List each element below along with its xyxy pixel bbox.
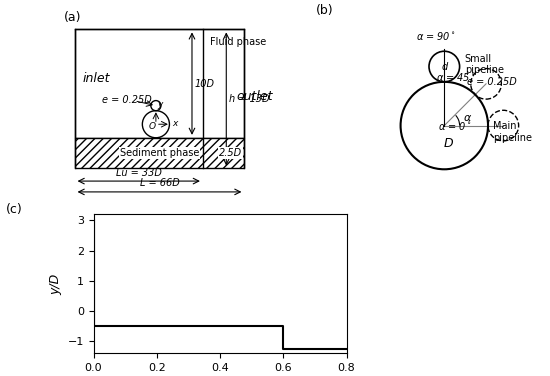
Text: y: y: [157, 100, 162, 109]
Bar: [75, 29, 244, 138]
Text: (c): (c): [6, 203, 22, 216]
Text: 10D: 10D: [195, 79, 214, 89]
Text: $\alpha$ = 90$^\circ$: $\alpha$ = 90$^\circ$: [416, 30, 455, 42]
Text: L = 66D: L = 66D: [140, 179, 179, 188]
Text: e = 0.25D: e = 0.25D: [102, 95, 152, 105]
Text: D: D: [444, 136, 454, 150]
Bar: [75, 138, 244, 168]
Text: x: x: [173, 119, 178, 128]
Text: e = 0.25D: e = 0.25D: [466, 77, 516, 87]
Text: Lu = 33D: Lu = 33D: [116, 168, 162, 178]
Text: $\alpha$: $\alpha$: [463, 113, 472, 123]
Text: h = 13D: h = 13D: [229, 94, 270, 104]
Text: O: O: [149, 122, 156, 131]
Y-axis label: y/D: y/D: [49, 273, 62, 294]
Text: Sediment phase: Sediment phase: [120, 148, 199, 158]
Text: $\alpha$ = 45$^\circ$: $\alpha$ = 45$^\circ$: [436, 71, 475, 83]
Text: Small
pipeline: Small pipeline: [465, 53, 504, 75]
Text: d: d: [441, 62, 448, 71]
Text: (a): (a): [64, 11, 81, 24]
Text: Main
pipeline: Main pipeline: [493, 121, 532, 143]
Text: inlet: inlet: [82, 72, 110, 85]
Text: $\alpha$ = 0$^\circ$: $\alpha$ = 0$^\circ$: [438, 120, 472, 132]
Text: (b): (b): [316, 4, 334, 17]
Text: 2.5D: 2.5D: [219, 148, 242, 158]
Text: outlet: outlet: [237, 90, 273, 103]
Text: Fluid phase: Fluid phase: [210, 37, 266, 47]
